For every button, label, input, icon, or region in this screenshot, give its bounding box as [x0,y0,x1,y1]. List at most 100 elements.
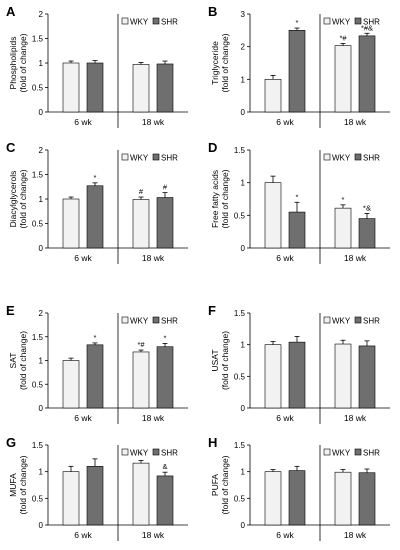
significance-mark: * [140,450,143,459]
legend-label-wky: WKY [130,18,149,27]
legend-swatch-wky [121,448,129,456]
significance-mark: & [162,462,167,471]
legend-swatch-wky [121,316,129,324]
x-category-label: 18 wk [344,253,367,263]
y-axis-label-line: USAT [210,349,220,371]
bar-wky [264,79,282,113]
y-tick-label: 1 [241,75,246,84]
bar-wky [334,471,352,526]
y-axis-label-line: PUFA [210,474,220,497]
bar-wky [334,343,352,409]
legend-swatch-shr [354,316,362,324]
panel-label: C [6,140,16,155]
y-tick-label: 0.5 [234,372,246,381]
bar-shr [156,63,174,113]
bar-shr [358,35,376,113]
bar-wky [334,45,352,113]
y-axis-label-line: (fold of change) [18,331,28,390]
significance-mark: * [296,192,299,201]
panel-label: F [208,303,216,318]
legend-swatch-wky [121,153,129,161]
bar-shr [156,197,174,249]
bar-shr [86,185,104,249]
bar-shr [358,218,376,249]
bar-shr [86,62,104,113]
y-axis-label-line: Phospholipids [8,37,18,90]
y-tick-label: 1.5 [32,441,44,450]
y-axis-label-line: (fold of change) [18,33,28,92]
x-category-label: 18 wk [344,117,367,127]
bar-wky [264,182,282,249]
bar-shr [156,475,174,526]
y-axis-label-line: (fold of change) [220,33,230,92]
y-tick-label: 0.5 [32,380,44,389]
panel-label: A [6,4,16,19]
y-axis-label-line: Triglyceride [210,41,220,85]
panel-H: H PUFA(fold of change) 0 0.5 1 1.5 WKY SHR 6 wk 1… [208,435,390,541]
legend-label-shr: SHR [161,317,178,326]
y-tick-label: 1 [39,468,44,477]
bar-shr [86,466,104,526]
legend-label-wky: WKY [130,154,149,163]
bar-shr [358,472,376,526]
y-tick-label: 1 [39,357,44,366]
x-category-label: 18 wk [142,413,165,423]
x-category-label: 6 wk [276,530,294,540]
y-axis-label: Diacylglycerols(fold of change) [8,169,28,228]
y-axis-label-line: (fold of change) [220,455,230,514]
bar-wky [132,351,150,409]
panel-A: A Phospholipids(fold of change) 0 0.5 1 1.5 2 W… [6,4,188,128]
panel-label: E [6,303,15,318]
y-axis-label: Phospholipids(fold of change) [8,33,28,92]
y-tick-label: 1 [39,195,44,204]
panel-F: F USAT(fold of change) 0 0.5 1 1.5 WKY SHR 6 wk 1… [208,303,390,424]
significance-mark: *#& [361,23,373,32]
panel-label: B [208,4,217,19]
bar-shr [86,344,104,409]
y-tick-label: 3 [241,10,246,19]
bar-wky [132,64,150,113]
y-axis-label-line: (fold of change) [18,169,28,228]
significance-mark: * [296,18,299,27]
panel-label: D [208,140,217,155]
bar-wky [62,360,80,409]
bar-wky [62,471,80,526]
y-tick-label: 1.5 [234,146,246,155]
y-tick-label: 0 [39,244,44,253]
panel-E: E SAT(fold of change) 0 0.5 1 1.5 2 WKY SHR * 6 wk… [6,303,188,424]
bar-wky [334,207,352,249]
y-axis-label: PUFA(fold of change) [210,455,230,514]
y-tick-label: 1.5 [234,441,246,450]
bar-wky [264,471,282,526]
x-category-label: 6 wk [74,253,92,263]
y-tick-label: 1.5 [234,309,246,318]
y-axis-label: MUFA(fold of change) [8,455,28,514]
panel-label: G [6,435,16,450]
y-axis-label-line: (fold of change) [220,169,230,228]
significance-mark: * [164,333,167,342]
y-tick-label: 2 [241,43,246,52]
y-tick-label: 0 [241,244,246,253]
legend-swatch-wky [323,448,331,456]
x-category-label: 6 wk [276,117,294,127]
y-tick-label: 0.5 [234,494,246,503]
significance-mark: * [94,333,97,342]
legend-swatch-shr [354,17,362,25]
bar-shr [358,345,376,409]
bar-shr [288,30,306,113]
bar-wky [132,462,150,526]
x-category-label: 6 wk [74,117,92,127]
legend-label-wky: WKY [130,449,149,458]
y-tick-label: 0 [39,404,44,413]
y-tick-label: 1.5 [32,333,44,342]
y-tick-label: 0 [241,108,246,117]
legend-label-wky: WKY [332,317,351,326]
y-axis-label: Triglyceride(fold of change) [210,33,230,92]
legend-swatch-wky [323,153,331,161]
legend-label-shr: SHR [161,154,178,163]
y-tick-label: 0 [39,521,44,530]
y-tick-label: 1 [241,179,246,188]
y-tick-label: 2 [39,146,44,155]
panel-C: C Diacylglycerols(fold of change) 0 0.5 1 1.5… [6,140,188,264]
y-tick-label: 2 [39,309,44,318]
